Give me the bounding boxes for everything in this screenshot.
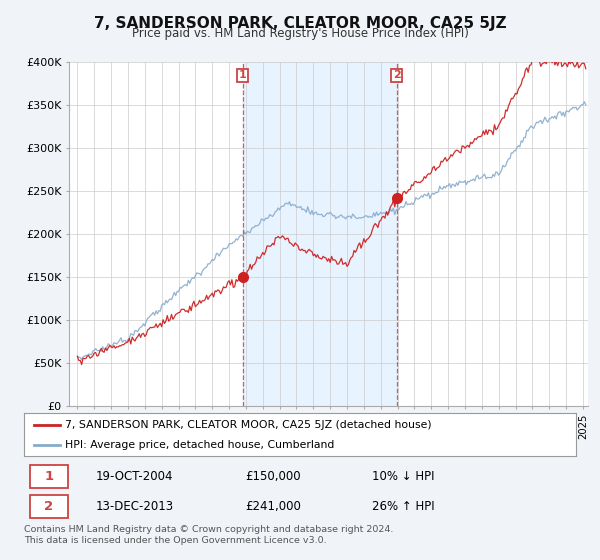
Text: 1: 1 (44, 470, 53, 483)
Text: 13-DEC-2013: 13-DEC-2013 (96, 500, 174, 513)
Text: £150,000: £150,000 (245, 470, 301, 483)
Text: Price paid vs. HM Land Registry's House Price Index (HPI): Price paid vs. HM Land Registry's House … (131, 27, 469, 40)
Text: 19-OCT-2004: 19-OCT-2004 (96, 470, 173, 483)
Text: £241,000: £241,000 (245, 500, 301, 513)
Text: HPI: Average price, detached house, Cumberland: HPI: Average price, detached house, Cumb… (65, 440, 335, 450)
Text: 26% ↑ HPI: 26% ↑ HPI (372, 500, 434, 513)
Text: 7, SANDERSON PARK, CLEATOR MOOR, CA25 5JZ: 7, SANDERSON PARK, CLEATOR MOOR, CA25 5J… (94, 16, 506, 31)
Text: Contains HM Land Registry data © Crown copyright and database right 2024.
This d: Contains HM Land Registry data © Crown c… (24, 525, 394, 545)
FancyBboxPatch shape (29, 494, 68, 518)
Bar (242, 62, 397, 406)
Text: 2: 2 (44, 500, 53, 513)
Text: 1: 1 (239, 70, 247, 80)
Text: 2: 2 (393, 70, 401, 80)
Text: 10% ↓ HPI: 10% ↓ HPI (372, 470, 434, 483)
Text: 7, SANDERSON PARK, CLEATOR MOOR, CA25 5JZ (detached house): 7, SANDERSON PARK, CLEATOR MOOR, CA25 5J… (65, 420, 432, 430)
FancyBboxPatch shape (29, 465, 68, 488)
